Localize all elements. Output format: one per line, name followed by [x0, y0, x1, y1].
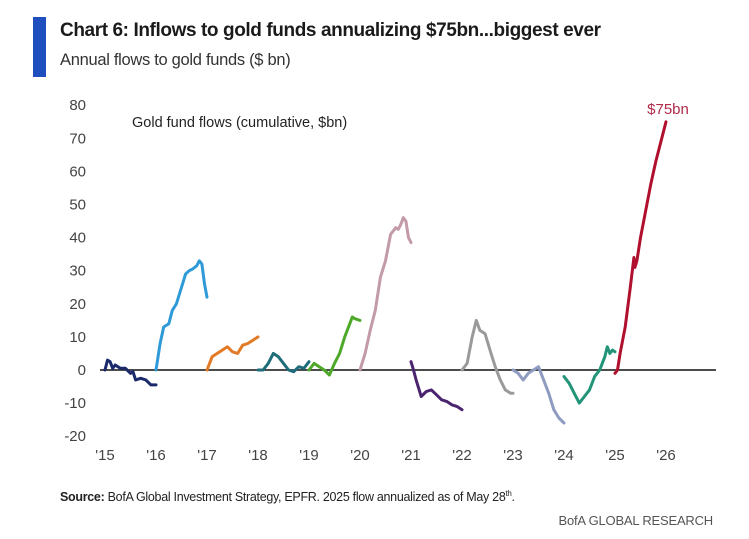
- x-tick-label: '18: [248, 447, 268, 464]
- title-accent-bar: [33, 17, 46, 77]
- y-tick-label: -10: [64, 395, 86, 412]
- y-tick-label: 80: [69, 97, 86, 114]
- y-tick-label: 0: [78, 362, 86, 379]
- y-tick-label: 20: [69, 296, 86, 313]
- x-tick-label: '15: [95, 447, 115, 464]
- x-tick-label: '17: [197, 447, 217, 464]
- source-end: .: [511, 490, 516, 505]
- chart-subtitle: Annual flows to gold funds ($ bn): [60, 51, 291, 69]
- x-axis: '15 '16 '17 '18 '19 '20 '21 '22 '23 '24 '25 '26: [95, 447, 676, 464]
- source-label: Source:: [60, 490, 105, 505]
- series-line-2016: [154, 259, 209, 372]
- source-note: Source: BofA Global Investment Strategy,…: [60, 489, 515, 504]
- x-tick-label: '19: [299, 447, 319, 464]
- series-line-2018: [256, 351, 311, 374]
- chart-title: Chart 6: Inflows to gold funds annualizi…: [60, 20, 601, 41]
- y-tick-label: 70: [69, 130, 86, 147]
- x-tick-label: '26: [656, 447, 676, 464]
- source-text: BofA Global Investment Strategy, EPFR. 2…: [104, 490, 506, 505]
- series-line-2015: [103, 358, 158, 387]
- y-tick-label: 30: [69, 263, 86, 280]
- x-tick-label: '22: [452, 447, 472, 464]
- series-line-2020: [358, 216, 413, 372]
- x-tick-label: '23: [503, 447, 523, 464]
- brand-label: BofA GLOBAL RESEARCH: [558, 513, 714, 528]
- x-tick-label: '20: [350, 447, 370, 464]
- x-tick-label: '16: [146, 447, 166, 464]
- y-axis: 80 70 60 50 40 30 20 10 0 -10 -20: [64, 97, 86, 445]
- y-tick-label: 60: [69, 163, 86, 180]
- x-tick-label: '25: [605, 447, 625, 464]
- series-group: [103, 120, 668, 425]
- series-line-2021: [409, 360, 464, 412]
- y-tick-label: 40: [69, 230, 86, 247]
- x-tick-label: '21: [401, 447, 421, 464]
- x-tick-label: '24: [554, 447, 574, 464]
- series-line-2024: [562, 345, 617, 405]
- series-line-2022: [460, 318, 515, 395]
- series-line-2023: [511, 365, 566, 425]
- source-superscript: th: [505, 489, 512, 498]
- y-tick-label: 50: [69, 197, 86, 214]
- series-line-2017: [205, 335, 260, 372]
- y-tick-label: -20: [64, 428, 86, 445]
- series-line-2019: [307, 315, 362, 377]
- inner-chart-label: Gold fund flows (cumulative, $bn): [132, 115, 347, 131]
- series-line-2025: [613, 120, 668, 375]
- peak-annotation: $75bn: [647, 101, 689, 118]
- y-tick-label: 10: [69, 329, 86, 346]
